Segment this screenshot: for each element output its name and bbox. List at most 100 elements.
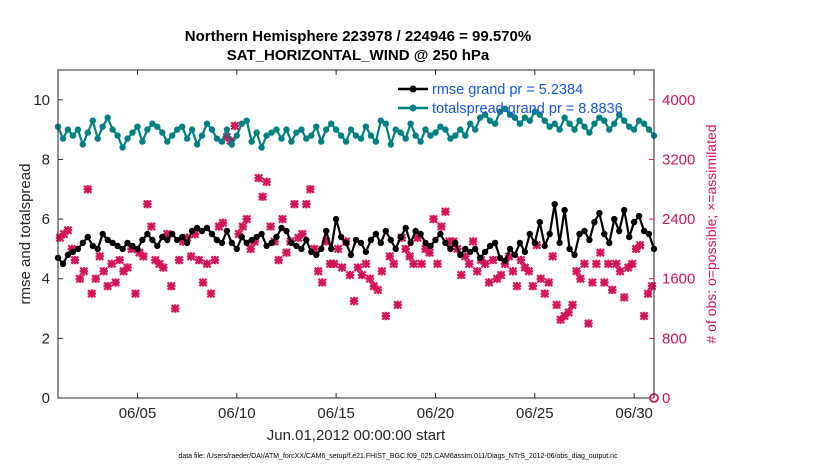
obs-assimilated-marker — [627, 259, 637, 269]
rmse-point — [531, 239, 538, 247]
totalspread-point — [412, 132, 419, 139]
obs-assimilated-marker — [576, 274, 585, 284]
totalspread-point — [94, 135, 101, 142]
rmse-point — [452, 239, 459, 247]
legend-rmse-label: rmse grand pr = 5.2384 — [432, 82, 583, 98]
obs-assimilated-marker — [488, 255, 498, 265]
y2-tick-label: 1600 — [662, 271, 695, 288]
totalspread-point — [223, 126, 231, 133]
totalspread-point — [228, 141, 235, 148]
obs-assimilated-marker — [301, 199, 311, 209]
obs-assimilated-marker — [508, 266, 518, 276]
obs-assimilated-marker — [548, 251, 558, 261]
obs-assimilated-marker — [603, 259, 613, 269]
y2-tick-label: 3200 — [662, 151, 695, 168]
obs-assimilated-marker — [365, 274, 375, 284]
totalspread-point — [64, 126, 72, 133]
rmse-point — [332, 215, 340, 223]
totalspread-point — [99, 123, 106, 130]
totalspread-point — [298, 126, 305, 133]
rmse-point — [159, 233, 166, 241]
x-tick-label: 06/25 — [516, 405, 554, 422]
totalspread-point — [268, 129, 275, 136]
rmse-point — [124, 239, 131, 247]
totalspread-point — [442, 126, 449, 133]
totalspread-point — [561, 114, 568, 121]
rmse-point — [198, 227, 206, 235]
obs-assimilated-marker — [63, 225, 73, 235]
obs-assimilated-marker — [607, 285, 617, 295]
totalspread-point — [581, 123, 588, 130]
obs-assimilated-marker — [409, 259, 418, 269]
obs-assimilated-marker — [588, 278, 597, 287]
obs-assimilated-marker — [464, 259, 474, 269]
totalspread-point — [164, 138, 171, 145]
obs-assimilated-marker — [166, 281, 176, 291]
y-tick-label: 0 — [42, 390, 50, 407]
totalspread-point — [352, 132, 360, 139]
totalspread-point — [59, 135, 67, 142]
totalspread-point — [511, 114, 519, 121]
rmse-point — [357, 239, 365, 247]
obs-assimilated-marker — [158, 263, 168, 272]
totalspread-point — [591, 120, 598, 127]
rmse-point — [84, 233, 92, 241]
totalspread-point — [328, 120, 335, 127]
totalspread-point — [323, 126, 330, 133]
obs-assimilated-marker — [417, 259, 426, 269]
legend-totalspread-label: totalspread grand pr = 8.8836 — [432, 101, 623, 117]
totalspread-point — [367, 132, 375, 139]
obs-assimilated-marker — [615, 266, 625, 276]
obs-assimilated-marker — [377, 266, 387, 276]
totalspread-point — [337, 132, 345, 139]
totalspread-point — [342, 138, 350, 145]
obs-assimilated-marker — [87, 289, 97, 299]
rmse-point — [496, 254, 504, 262]
totalspread-point — [139, 138, 146, 145]
obs-assimilated-marker — [278, 214, 287, 224]
rmse-point — [352, 236, 360, 244]
totalspread-point — [596, 114, 603, 121]
y2-tick-label: 4000 — [662, 92, 695, 109]
obs-assimilated-marker — [373, 285, 383, 295]
totalspread-point — [293, 129, 300, 136]
rmse-point — [630, 218, 638, 226]
rmse-point — [193, 224, 201, 232]
x-axis-ticks: 06/05 06/10 06/15 06/20 06/25 06/30 — [119, 70, 653, 422]
obs-assimilated-marker — [313, 266, 323, 276]
obs-assimilated-marker — [592, 259, 601, 269]
rmse-point — [541, 242, 548, 250]
obs-assimilated-marker — [643, 289, 653, 299]
totalspread-point — [536, 111, 543, 118]
obs-assimilated-marker — [357, 270, 367, 280]
rmse-point — [144, 230, 151, 238]
rmse-point — [188, 227, 196, 235]
rmse-point — [367, 236, 375, 244]
obs-assimilated-marker — [107, 259, 117, 269]
obs-assimilated-marker — [572, 266, 581, 276]
totalspread-point — [496, 108, 504, 115]
y2-axis-label: # of obs: o=possible; ×=assimilated — [703, 124, 719, 343]
obs-assimilated-marker — [345, 270, 355, 280]
obs-assimilated-marker — [540, 289, 550, 299]
legend: rmse grand pr = 5.2384 totalspread grand… — [398, 82, 623, 117]
totalspread-point — [571, 126, 578, 133]
rmse-point — [109, 239, 116, 247]
rmse-point — [591, 218, 598, 226]
obs-assimilated-marker — [230, 121, 240, 131]
rmse-series-group — [54, 201, 658, 267]
obs-assimilated-marker — [242, 214, 252, 224]
totalspread-point — [417, 138, 424, 145]
obs-assimilated-marker — [95, 251, 105, 261]
rmse-point — [576, 230, 583, 238]
rmse-point — [387, 236, 394, 244]
rmse-point — [447, 245, 454, 253]
obs-assimilated-marker — [111, 278, 120, 287]
obs-assimilated-marker — [353, 263, 363, 272]
obs-assimilated-marker — [393, 300, 403, 310]
totalspread-series-group — [54, 105, 658, 151]
totalspread-point — [89, 117, 97, 124]
totalspread-point — [506, 111, 514, 118]
rmse-point — [179, 233, 186, 241]
rmse-point — [596, 209, 603, 217]
